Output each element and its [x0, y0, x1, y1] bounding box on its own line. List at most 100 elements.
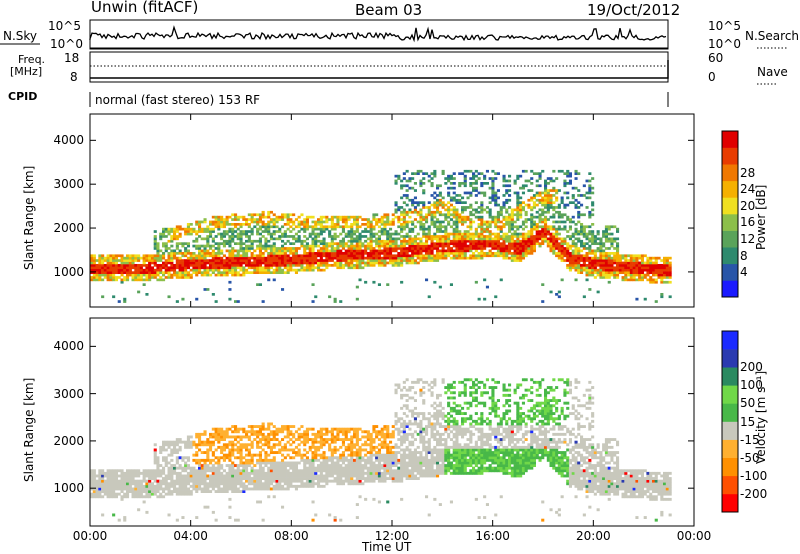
power-cell: [463, 177, 467, 180]
power-cell: [375, 239, 379, 243]
power-cell: [90, 271, 94, 274]
power-cell: [438, 237, 442, 241]
velocity-cell: [123, 484, 127, 488]
power-cell: [98, 261, 102, 265]
velocity-cell: [145, 469, 149, 473]
power-cell: [588, 191, 592, 195]
power-cell: [153, 254, 157, 258]
power-cell: [568, 268, 572, 272]
velocity-cell: [272, 471, 276, 475]
velocity-cell: [222, 487, 226, 491]
power-cell: [109, 268, 113, 272]
power-cell: [170, 227, 174, 231]
velocity-cell: [292, 471, 296, 475]
power-cell: [247, 249, 251, 253]
power-cell: [452, 254, 456, 258]
velocity-cell: [225, 471, 229, 475]
power-cell: [167, 273, 171, 277]
power-cell: [532, 242, 536, 245]
power-cell: [452, 232, 456, 236]
power-cell: [588, 230, 592, 233]
velocity-cell: [112, 513, 116, 517]
velocity-cell: [206, 448, 210, 452]
velocity-cell: [278, 461, 282, 465]
power-cell: [236, 227, 240, 231]
power-cell: [394, 230, 398, 233]
power-cell: [433, 196, 437, 200]
velocity-cell: [203, 451, 207, 454]
power-cell: [344, 244, 348, 248]
velocity-cell: [148, 477, 152, 480]
power-cell: [488, 237, 492, 241]
power-cell: [139, 276, 143, 279]
power-cell: [256, 223, 260, 226]
power-cell: [474, 208, 478, 212]
power-cell: [308, 259, 312, 262]
power-cell: [242, 215, 246, 219]
power-cell: [516, 256, 520, 260]
velocity-cell: [186, 474, 190, 478]
power-cell: [355, 261, 359, 265]
power-cell: [560, 237, 564, 241]
power-cell: [203, 288, 207, 291]
power-cell: [137, 264, 141, 267]
power-cell: [228, 249, 232, 253]
power-cell: [328, 256, 332, 260]
velocity-cell: [139, 484, 143, 488]
power-cell: [552, 242, 556, 245]
power-cell: [361, 230, 365, 233]
power-cell: [103, 271, 107, 274]
power-cell: [544, 194, 548, 197]
velocity-cell: [198, 477, 202, 480]
power-cell: [649, 266, 653, 270]
power-cell: [405, 220, 409, 224]
power-cell: [292, 254, 296, 258]
power-cell: [278, 259, 282, 262]
power-cell: [527, 203, 531, 207]
velocity-cell: [314, 438, 318, 441]
velocity-cell: [203, 474, 207, 478]
power-cell: [566, 218, 570, 221]
velocity-cell: [269, 422, 273, 426]
velocity-cell: [164, 479, 168, 483]
power-cell: [355, 223, 359, 226]
velocity-cell: [126, 490, 130, 493]
power-cell: [535, 194, 539, 197]
velocity-cell: [162, 479, 166, 483]
velocity-cell: [153, 487, 157, 491]
power-cell: [308, 261, 312, 265]
power-cell: [214, 215, 218, 219]
power-cell: [485, 182, 489, 185]
velocity-cell: [234, 474, 238, 478]
power-cell: [663, 259, 667, 262]
power-cell: [317, 264, 321, 267]
power-cell: [400, 259, 404, 262]
power-cell: [629, 278, 633, 282]
power-cell: [339, 254, 343, 258]
power-cell: [139, 264, 143, 267]
velocity-cell: [242, 430, 246, 434]
velocity-cell: [250, 482, 254, 486]
velocity-cell: [258, 482, 262, 486]
power-cell: [574, 186, 578, 190]
velocity-cell: [142, 474, 146, 478]
power-cell: [516, 206, 520, 209]
power-cell: [430, 249, 434, 253]
power-cell: [192, 271, 196, 274]
power-cell: [629, 276, 633, 279]
velocity-cell: [294, 430, 298, 434]
power-cell: [170, 264, 174, 267]
power-cell: [474, 186, 478, 190]
power-cell: [508, 184, 512, 188]
power-cell: [186, 271, 190, 274]
power-cell: [336, 256, 340, 260]
power-cell: [640, 273, 644, 277]
power-cell: [463, 249, 467, 253]
power-cell: [469, 225, 473, 229]
power-cell: [408, 256, 412, 260]
power-cell: [258, 254, 262, 258]
power-cell: [635, 297, 639, 301]
power-cell: [574, 261, 578, 265]
power-cell: [355, 254, 359, 258]
power-cell: [189, 264, 193, 267]
